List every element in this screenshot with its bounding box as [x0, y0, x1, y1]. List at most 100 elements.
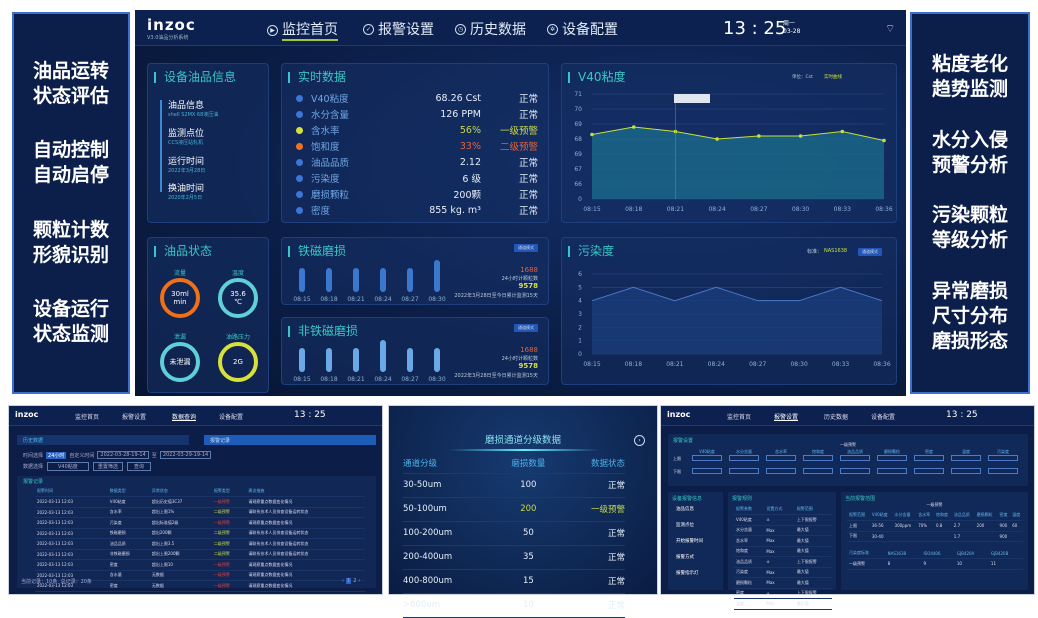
- end-time-input[interactable]: 2022-03-29-19-14: [159, 451, 212, 459]
- lower-limit-input[interactable]: [729, 468, 759, 474]
- nav-history-data[interactable]: ◷ 历史数据: [455, 19, 526, 39]
- lower-limit-input[interactable]: [692, 468, 722, 474]
- table-row[interactable]: 2022-03-13 12:03 含水量 无数据 一级预警 请观察重点数据变化情况: [35, 570, 365, 581]
- lower-limit-input[interactable]: [803, 468, 833, 474]
- upper-limit-input[interactable]: [840, 455, 870, 461]
- data-select-dropdown[interactable]: V40粘度: [47, 462, 89, 471]
- table-row[interactable]: 2022-03-13 12:03 含水率 超出上限1% 二级预警 请联系技术人员排查设备…: [35, 507, 365, 518]
- table-cell: Max: [764, 546, 795, 557]
- table-row[interactable]: >800um 10 正常: [403, 593, 625, 618]
- table-row[interactable]: 饱和度 Max 最大值: [734, 546, 832, 557]
- nav-device-config[interactable]: ✲ 设备配置: [547, 19, 618, 39]
- table-row[interactable]: 水分含量 Max 最大值: [734, 525, 832, 536]
- upper-limit-input[interactable]: [877, 455, 907, 461]
- tab-history-data[interactable]: 历史数据: [17, 435, 189, 445]
- table-row[interactable]: 油品品质 ± 上下限报警: [734, 556, 832, 568]
- bar[interactable]: [326, 348, 332, 372]
- bar[interactable]: [434, 348, 440, 372]
- nav-alarm-settings[interactable]: ✓ 报警设置: [363, 19, 434, 39]
- nav-device-config[interactable]: 设备配置: [871, 414, 896, 421]
- upper-limit-input[interactable]: [766, 455, 796, 461]
- table-row[interactable]: V40粘度 ± 上下限报警: [734, 514, 832, 526]
- table-cell: 油品品质: [734, 556, 765, 568]
- table-row[interactable]: 50-100um 200 一级预警: [403, 497, 625, 522]
- start-time-input[interactable]: 2022-03-28-19-14: [97, 451, 149, 459]
- query-button[interactable]: 查询: [126, 462, 151, 471]
- table-row[interactable]: 2022-03-13 12:03 密度 超出上限10 一级预警 请观察重点数据变化情况: [35, 559, 365, 571]
- nav-monitor-home[interactable]: ▶ 监控首页: [267, 19, 338, 41]
- table-row[interactable]: 2022-03-13 12:03 V40粘度 超出历史值3C37 一级预警 请观察重点数…: [35, 496, 365, 508]
- table-row[interactable]: 200-400um 35 正常: [403, 545, 625, 570]
- upper-limit-input[interactable]: [692, 455, 722, 461]
- table-row[interactable]: 2022-03-13 12:03 铁磁磨损 超出200颗 二级预警 请联系技术人员排查设…: [35, 528, 365, 539]
- bar[interactable]: [326, 268, 332, 292]
- bar[interactable]: [434, 260, 440, 292]
- bar[interactable]: [380, 268, 386, 292]
- table-row[interactable]: 下限 30-40 1.7 900: [847, 531, 1023, 542]
- lower-limit-input[interactable]: [766, 468, 796, 474]
- bar[interactable]: [380, 340, 386, 372]
- channel-mode-button[interactable]: 通道模式: [858, 248, 882, 256]
- nav-history-data[interactable]: 历史数据: [824, 414, 849, 421]
- channel-mode-button[interactable]: 通道模式: [514, 324, 538, 332]
- table-row[interactable]: 含水率 Max 最大值: [734, 535, 832, 547]
- x-tick-label: 08:33: [834, 206, 851, 213]
- data-point[interactable]: [715, 137, 719, 141]
- tab-alarm-records[interactable]: 报警记录: [204, 435, 376, 445]
- bar[interactable]: [353, 268, 359, 292]
- reset-filter-button[interactable]: 重置筛选: [92, 462, 123, 471]
- nav-data-query[interactable]: 数据查询: [172, 414, 197, 421]
- lower-limit-input[interactable]: [840, 468, 870, 474]
- nav-alarm-settings[interactable]: 报警设置: [122, 414, 147, 421]
- table-row[interactable]: 上限 36-56 300ppm 70% 0.8 2.7 200 900 60: [847, 520, 1023, 532]
- upper-limit-input[interactable]: [914, 455, 944, 461]
- upper-limit-input[interactable]: [988, 455, 1018, 461]
- lower-limit-input[interactable]: [988, 468, 1018, 474]
- bar[interactable]: [407, 348, 413, 372]
- channel-mode-button[interactable]: 通道模式: [514, 244, 538, 252]
- nav-monitor-home[interactable]: 监控首页: [727, 414, 752, 421]
- upper-limit-input[interactable]: [803, 455, 833, 461]
- data-point[interactable]: [590, 132, 594, 137]
- table-row[interactable]: 2022-03-13 12:03 非铁磁磨损 超出上限200颗 二级预警 请联系技术人员…: [35, 549, 365, 560]
- table-row[interactable]: 磨损颗粒 Max 最大值: [734, 577, 832, 589]
- custom-time-button[interactable]: 自定义时间: [69, 452, 95, 459]
- table-row[interactable]: 一级预警 8 9 10 11: [847, 558, 1023, 570]
- bar[interactable]: [299, 268, 305, 292]
- bar[interactable]: [407, 268, 413, 292]
- page-button[interactable]: 2: [353, 578, 357, 584]
- lower-limit-input[interactable]: [877, 468, 907, 474]
- prev-page-button[interactable]: ‹: [342, 578, 344, 584]
- table-cell: [933, 531, 952, 542]
- data-point[interactable]: [882, 138, 886, 143]
- table-row[interactable]: 400-800um 15 正常: [403, 569, 625, 594]
- data-point[interactable]: [840, 129, 845, 134]
- table-row[interactable]: 污染度 Max 最大值: [734, 567, 832, 578]
- wear-channel-table: 通道分级 磨损数量 数据状态 30-50um 100 正常 50-100um 200 一级预警 1…: [403, 453, 625, 618]
- x-tick-label: 08:30: [790, 361, 807, 368]
- data-point[interactable]: [631, 125, 636, 129]
- lower-limit-input[interactable]: [914, 468, 944, 474]
- upper-limit-input[interactable]: [951, 455, 981, 461]
- lower-limit-input[interactable]: [951, 468, 981, 474]
- table-row[interactable]: 100-200um 50 正常: [403, 521, 625, 546]
- nav-monitor-home[interactable]: 监控首页: [75, 414, 100, 421]
- nav-alarm-settings[interactable]: 报警设置: [774, 414, 799, 421]
- shield-check-icon: ✓: [363, 23, 374, 35]
- nav-device-config[interactable]: 设备配置: [219, 414, 244, 421]
- bar[interactable]: [353, 348, 359, 372]
- 24h-button[interactable]: 24小时: [46, 451, 67, 459]
- table-row[interactable]: 密度 ± 上下限报警: [734, 588, 832, 599]
- bar[interactable]: [299, 348, 305, 372]
- right-feature-panel: 粘度老化 趋势监测 水分入侵 预警分析 污染颗粒 等级分析 异常磨损 尺寸分布 …: [910, 12, 1030, 394]
- upper-limit-input[interactable]: [729, 455, 759, 461]
- table-row[interactable]: 30-50um 100 正常: [403, 473, 625, 498]
- table-row[interactable]: 2022-03-13 12:03 污染度 超出标准值2级 一级预警 请观察重点数据变化情…: [35, 517, 365, 529]
- next-arrow-icon[interactable]: ›: [634, 435, 645, 446]
- table-row[interactable]: 2022-03-13 12:03 密度 无数据 一级预警 请观察重点数据变化情况: [35, 580, 365, 592]
- data-point[interactable]: [757, 134, 761, 138]
- next-page-button[interactable]: ›: [358, 578, 361, 584]
- data-point[interactable]: [798, 134, 803, 138]
- table-row[interactable]: 2022-03-13 12:03 油品品质 超出上限3.5 二级预警 请联系技术人员排查…: [35, 538, 365, 550]
- page-button[interactable]: 1: [346, 578, 352, 584]
